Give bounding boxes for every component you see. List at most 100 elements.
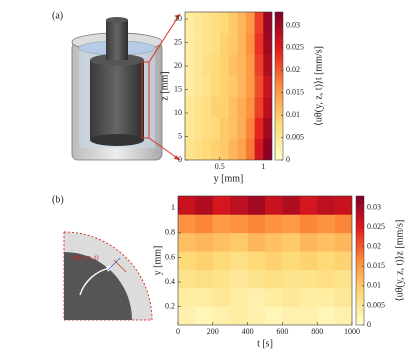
heatmap-cell (211, 138, 221, 160)
heatmap-cell (202, 117, 212, 140)
heatmap-cell (317, 251, 335, 271)
plot-frame (177, 195, 353, 326)
diagram-label: uθ(y, z, t) (72, 254, 99, 262)
heatmap-cell (237, 138, 247, 160)
heatmap-cell (265, 251, 283, 271)
heatmap-cell (178, 251, 196, 271)
heatmap-cell (228, 33, 238, 55)
colorbar-tick-label: 0 (286, 155, 290, 164)
heatmap-cell (211, 75, 221, 97)
heatmap-cell (228, 54, 238, 76)
heatmap-cell (178, 306, 196, 325)
heatmap-cell (334, 251, 352, 271)
heatmap-cell (193, 12, 203, 34)
plot-frame (184, 11, 273, 161)
y-tick-label: 10 (174, 108, 182, 117)
heatmap-cell (247, 196, 266, 215)
heatmap-cell (317, 288, 335, 307)
heatmap-cell (211, 12, 221, 34)
heatmap-cell (317, 269, 335, 289)
heatmap (185, 12, 272, 160)
heatmap-cell (193, 138, 203, 160)
heatmap-cell (178, 196, 196, 215)
heatmap-cell (185, 54, 194, 76)
y-tick-label: 0.8 (165, 228, 175, 237)
x-tick-label: 1 (261, 162, 265, 171)
heatmap-cell (185, 75, 194, 97)
heatmap-cell (263, 12, 272, 34)
heatmap-cell (263, 96, 272, 119)
heatmap-cell (195, 214, 214, 234)
heatmap-cell (219, 54, 229, 76)
heatmap-cell (178, 269, 196, 289)
heatmap-cell (230, 306, 248, 325)
heatmap-cell (195, 232, 214, 252)
heatmap-cell (265, 288, 283, 307)
heatmap-cell (317, 306, 335, 325)
heatmap-cell (212, 196, 231, 215)
heatmap-cell (299, 288, 318, 307)
heatmap-cell (178, 232, 196, 252)
heatmap-cell (202, 54, 212, 76)
heatmap-cell (230, 269, 248, 289)
y-tick-label: 30 (174, 14, 182, 23)
heatmap-cell (254, 33, 264, 55)
heatmap-cell (265, 196, 283, 215)
x-axis-label: y [mm] (214, 173, 244, 184)
heatmap-cell (245, 33, 255, 55)
heatmap-cell (245, 12, 255, 34)
heatmap-cell (299, 232, 318, 252)
heatmap-cell (282, 214, 301, 234)
heatmap-cell (230, 214, 248, 234)
heatmap-cell (219, 138, 229, 160)
heatmap-cell (247, 269, 266, 289)
y-tick-label: 0.4 (165, 277, 175, 286)
colorbar-label: ⟨uθ(y, z, t)⟩t [mm/s] (313, 46, 324, 126)
colorbar-tick-label: 0.025 (286, 43, 304, 52)
panel-label: (b) (52, 194, 64, 205)
heatmap-cell (282, 288, 301, 307)
heatmap-cell (334, 288, 352, 307)
heatmap-cell (193, 96, 203, 119)
heatmap-cell (212, 306, 231, 325)
heatmap-cell (282, 251, 301, 271)
y-tick-label: 0.6 (165, 252, 175, 261)
colorbar-tick-label: 0.025 (367, 222, 385, 231)
panel-label: (a) (52, 10, 63, 21)
heatmap (178, 196, 352, 325)
heatmap-cell (254, 117, 264, 140)
colorbar-tick-label: 0.005 (367, 300, 385, 309)
heatmap-cell (230, 196, 248, 215)
y-tick-label: 5 (178, 131, 182, 140)
heatmap-cell (219, 12, 229, 34)
heatmap-cell (212, 288, 231, 307)
heatmap-cell (219, 33, 229, 55)
heatmap-cell (299, 269, 318, 289)
heatmap-cell (334, 269, 352, 289)
colorbar-tick-label: 0.01 (367, 281, 381, 290)
heatmap-cell (212, 251, 231, 271)
heatmap-cell (265, 232, 283, 252)
heatmap-cell (317, 214, 335, 234)
x-tick-label: 600 (276, 327, 288, 336)
heatmap-cell (282, 306, 301, 325)
heatmap-cell (299, 306, 318, 325)
heatmap-cell (237, 54, 247, 76)
heatmap-cell (195, 269, 214, 289)
heatmap-cell (247, 251, 266, 271)
heatmap-cell (334, 196, 352, 215)
cross-section-sketch (63, 231, 153, 321)
colorbar-tick-label: 0.005 (286, 132, 304, 141)
heatmap-cell (317, 232, 335, 252)
heatmap-cell (245, 96, 255, 119)
heatmap-cell (178, 214, 196, 234)
heatmap-cell (195, 306, 214, 325)
heatmap-cell (282, 196, 301, 215)
x-tick-label: 0.5 (215, 162, 225, 171)
heatmap-cell (247, 232, 266, 252)
x-tick-label: 1000 (344, 327, 360, 336)
heatmap-cell (193, 54, 203, 76)
heatmap-cell (254, 138, 264, 160)
heatmap-cell (334, 306, 352, 325)
x-tick-label: 0 (176, 327, 180, 336)
